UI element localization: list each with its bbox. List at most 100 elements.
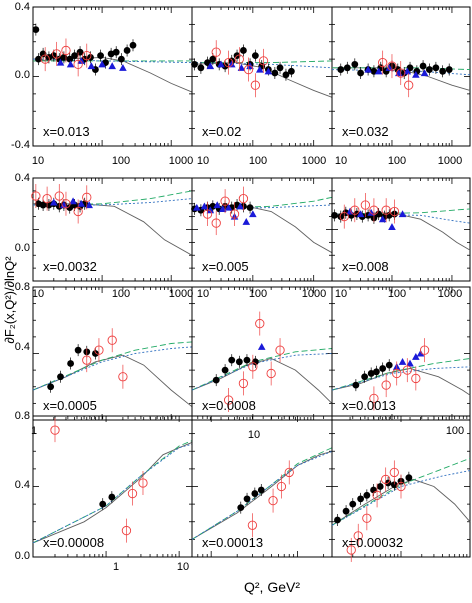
red-open-point bbox=[50, 425, 60, 435]
row1-ytick-mid: 0.0 bbox=[15, 69, 30, 81]
red-open-point bbox=[266, 368, 276, 379]
black-point bbox=[35, 55, 42, 63]
blue-triangle-point bbox=[193, 203, 201, 211]
row4-xtick-10: 10 bbox=[177, 561, 189, 573]
row4-x-ticks: 1 10 bbox=[113, 561, 189, 573]
blue-triangle-point bbox=[388, 223, 396, 230]
red-open-point bbox=[369, 205, 379, 215]
blue-triangle-point bbox=[217, 60, 225, 68]
black-point bbox=[74, 346, 82, 354]
black-point bbox=[92, 350, 99, 357]
red-open-point bbox=[229, 209, 240, 219]
black-point bbox=[39, 50, 47, 58]
black-point bbox=[117, 55, 125, 63]
blue-triangle-point bbox=[98, 60, 106, 68]
dashed-curve bbox=[32, 190, 193, 206]
red-open-point bbox=[247, 520, 258, 530]
panel-12: x=0.00032 bbox=[331, 415, 471, 562]
row3-x-ticks: 1 10 100 bbox=[31, 425, 464, 441]
blue-triangle-point bbox=[356, 210, 365, 218]
row1-y-ticks: 0.4 0.0 -0.4 bbox=[11, 1, 30, 151]
black-point bbox=[334, 516, 341, 524]
dashed-curve bbox=[331, 358, 471, 391]
red-open-point bbox=[389, 206, 400, 217]
red-open-point bbox=[392, 368, 402, 379]
blue-triangle-point bbox=[77, 57, 86, 64]
black-point bbox=[342, 507, 350, 515]
blue-triangle-point bbox=[77, 199, 86, 207]
black-point bbox=[287, 67, 295, 75]
red-open-point bbox=[255, 318, 265, 329]
red-open-point bbox=[243, 64, 254, 75]
red-open-point bbox=[54, 191, 64, 201]
black-point bbox=[235, 358, 243, 366]
black-point bbox=[221, 366, 229, 374]
blue-triangle-point bbox=[87, 62, 96, 70]
black-point bbox=[32, 26, 40, 33]
black-point bbox=[367, 370, 375, 377]
red-open-point bbox=[404, 80, 414, 90]
x-axis-label: Q², GeV² bbox=[244, 579, 300, 595]
blue-triangle-point bbox=[416, 349, 425, 357]
blue-triangle-point bbox=[206, 206, 215, 214]
black-point bbox=[373, 368, 380, 376]
row3-y-ticks: 0.8 0.4 bbox=[15, 281, 30, 353]
row1-xtick-100-col2: 100 bbox=[249, 155, 267, 167]
dashed-curve bbox=[191, 348, 333, 391]
red-open-point bbox=[73, 59, 83, 69]
blue-triangle-point bbox=[412, 70, 420, 78]
blue-triangle-point bbox=[255, 65, 264, 73]
panel-6: x=0.008 bbox=[331, 177, 471, 282]
red-open-point bbox=[339, 211, 349, 222]
blue-triangle-point bbox=[398, 210, 407, 218]
row2-xtick-100-col1: 100 bbox=[112, 288, 130, 300]
panel-label: x=0.00032 bbox=[342, 535, 403, 550]
red-open-point bbox=[31, 191, 41, 201]
black-point bbox=[357, 69, 365, 77]
panel-7: x=0.0005 bbox=[32, 286, 193, 421]
row2-xtick-10-col3: 10 bbox=[335, 288, 347, 300]
red-open-point bbox=[82, 51, 92, 61]
row3-xtick-100: 100 bbox=[446, 425, 464, 437]
panel-9: x=0.0013 bbox=[331, 286, 471, 421]
blue-triangle-point bbox=[264, 67, 273, 75]
black-point bbox=[97, 52, 104, 60]
red-open-point bbox=[211, 218, 221, 228]
row1-ytick-top: 0.4 bbox=[15, 1, 30, 13]
row1-xtick-10-col2: 10 bbox=[197, 155, 209, 167]
red-open-point bbox=[396, 481, 406, 492]
black-point bbox=[337, 66, 345, 73]
red-open-point bbox=[411, 373, 421, 384]
blue-triangle-point bbox=[66, 60, 75, 68]
row4-ytick-mid: 0.4 bbox=[15, 479, 30, 491]
row2-xtick-1000-col2: 1000 bbox=[302, 288, 326, 300]
row2-x-ticks: 10 100 1000 10 100 1000 10 100 1000 bbox=[32, 288, 462, 300]
red-open-point bbox=[61, 45, 71, 56]
black-point bbox=[405, 474, 413, 482]
row1-xtick-10-col3: 10 bbox=[335, 155, 347, 167]
solid-curve bbox=[191, 358, 333, 404]
black-point bbox=[425, 66, 433, 73]
black-point bbox=[390, 481, 398, 489]
dotted-curve bbox=[32, 346, 193, 391]
row1-xtick-100-col3: 100 bbox=[388, 155, 406, 167]
panel-label: x=0.00013 bbox=[202, 535, 263, 550]
panel-label: x=0.0005 bbox=[43, 398, 97, 413]
blue-triangle-point bbox=[206, 62, 215, 70]
red-open-point bbox=[138, 478, 148, 488]
red-open-point bbox=[211, 47, 221, 57]
red-open-point bbox=[82, 355, 92, 365]
row3-xtick-1: 1 bbox=[31, 425, 37, 437]
red-open-point bbox=[402, 365, 412, 375]
black-point bbox=[432, 64, 440, 72]
dotted-curve bbox=[191, 450, 333, 540]
panel-2: x=0.02 bbox=[191, 6, 333, 147]
row2-ytick-mid: 0.0 bbox=[15, 242, 30, 254]
black-point bbox=[343, 64, 351, 72]
blue-triangle-point bbox=[412, 353, 420, 360]
red-open-point bbox=[223, 395, 234, 405]
panel-4: x=0.0032 bbox=[31, 177, 193, 282]
black-point bbox=[228, 356, 236, 364]
blue-triangle-point bbox=[56, 58, 65, 66]
